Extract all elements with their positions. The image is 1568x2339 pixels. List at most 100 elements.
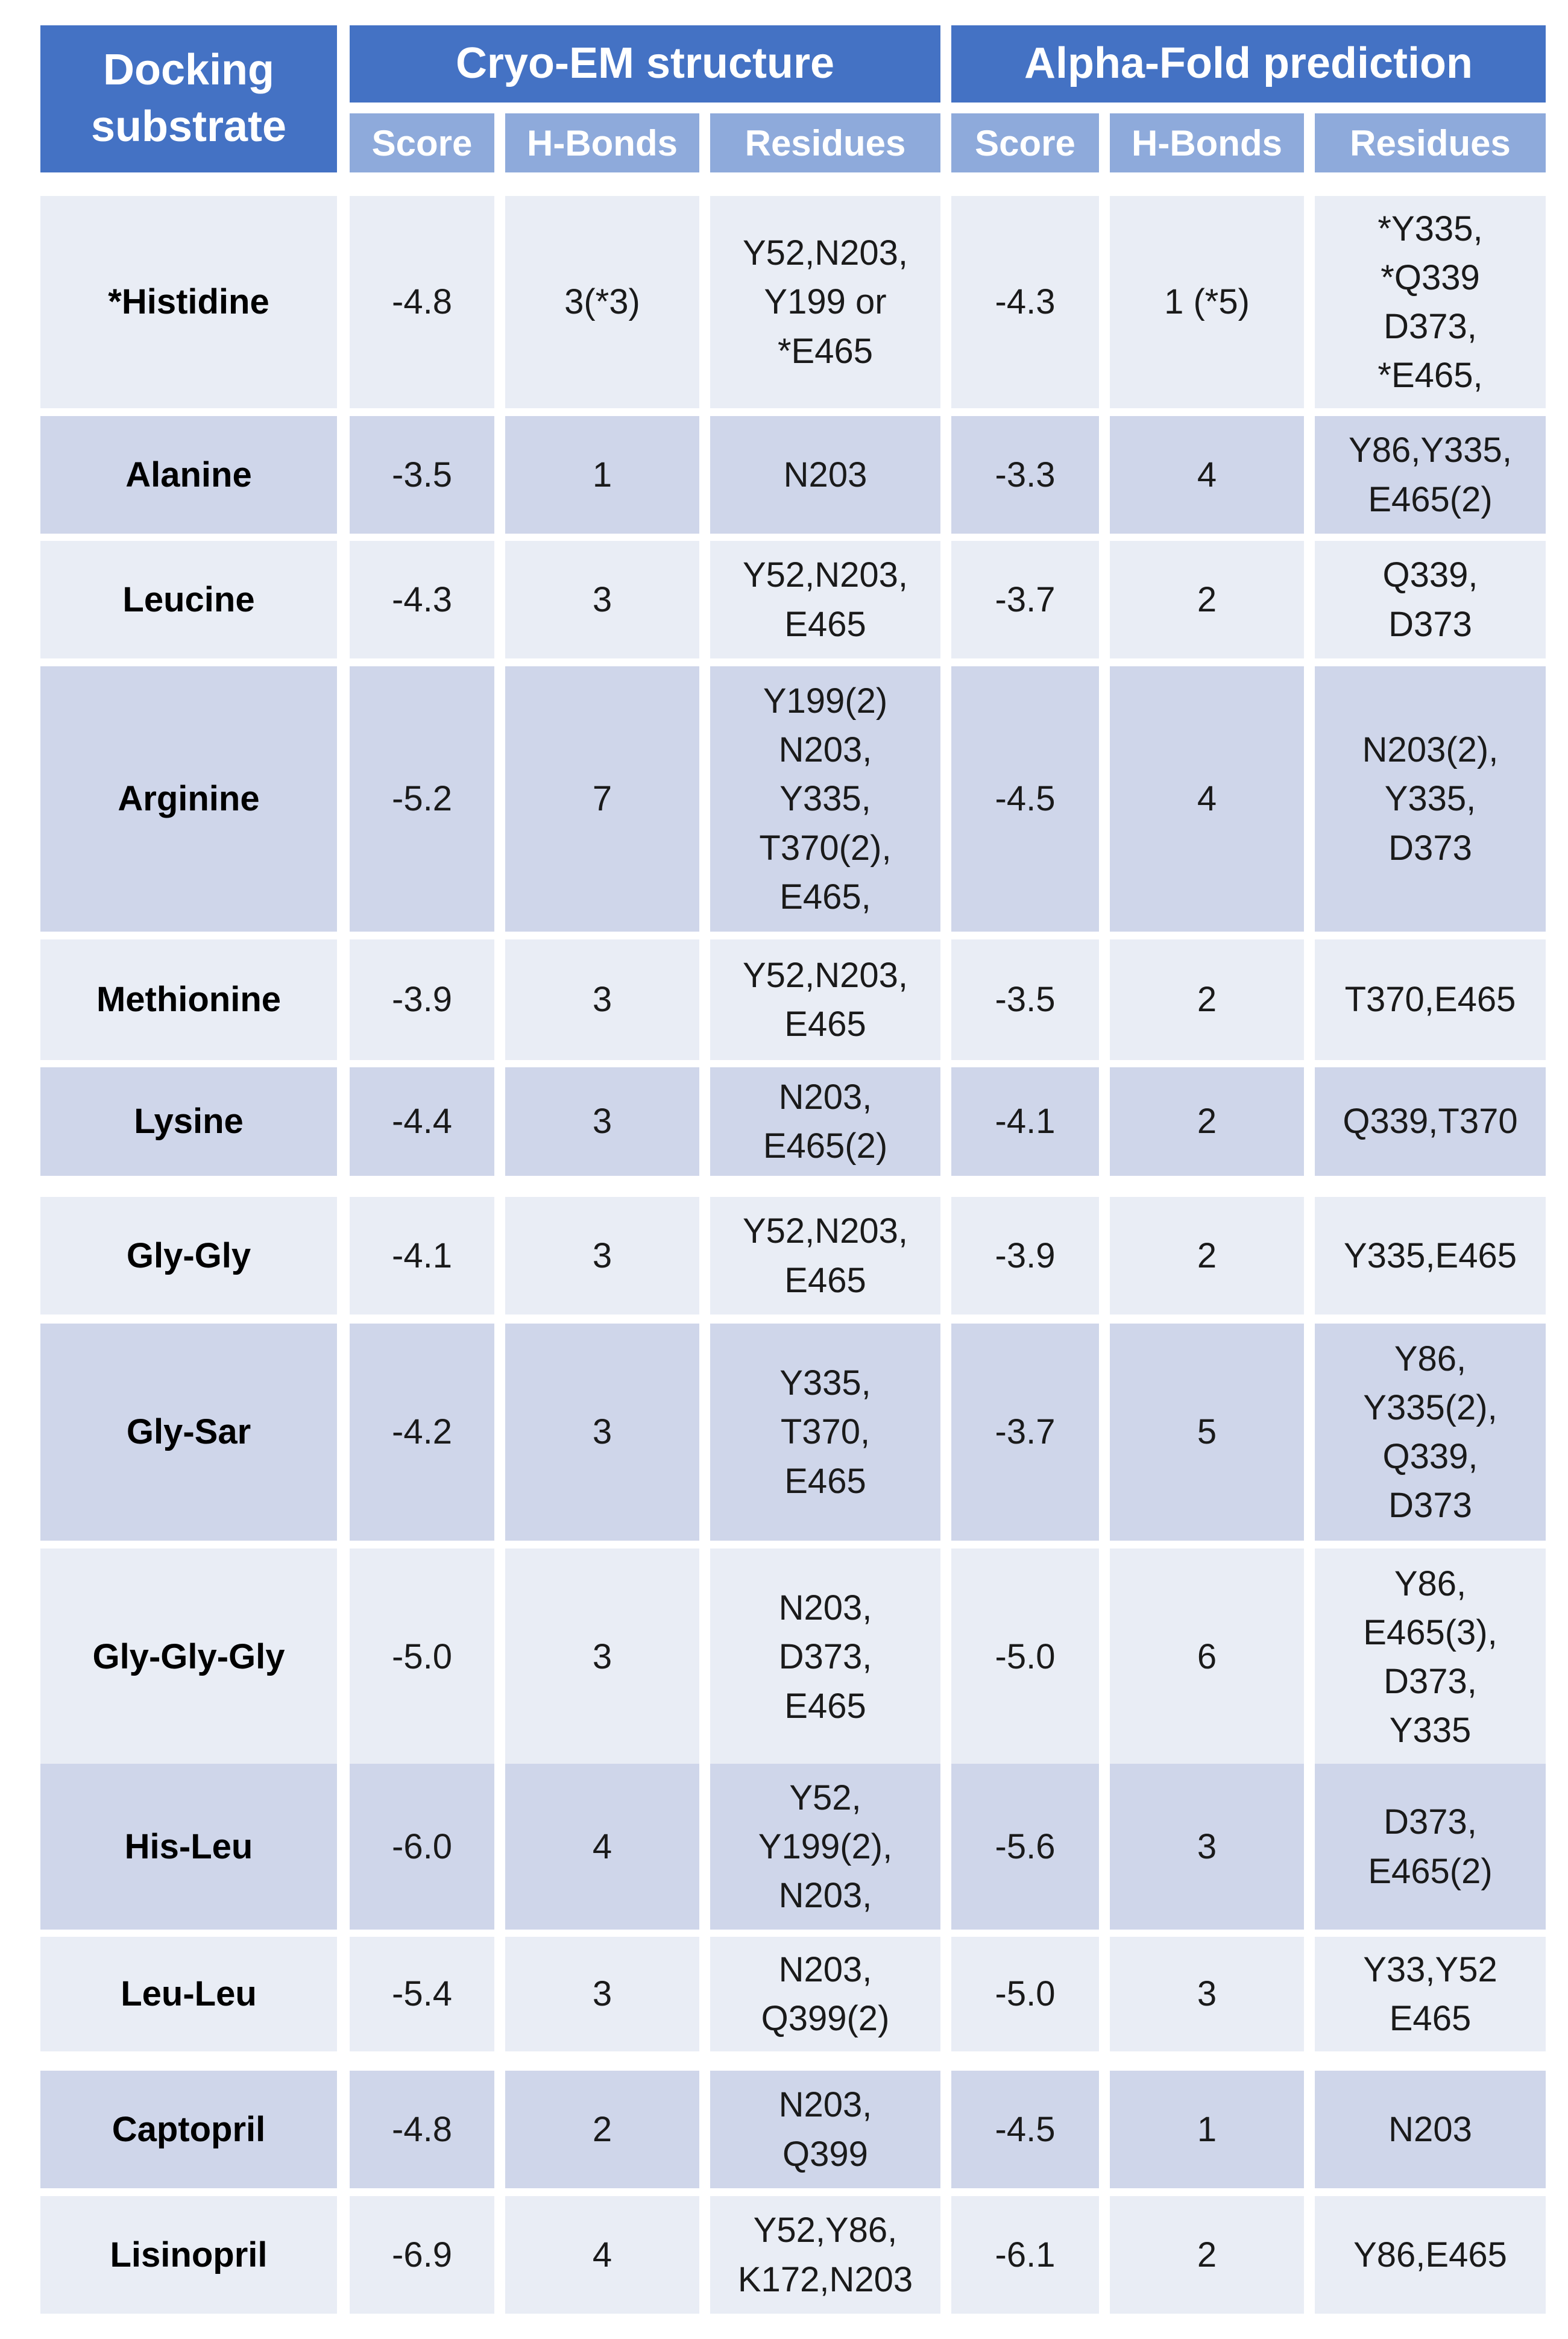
cell-af-hbonds: 2: [1110, 2196, 1304, 2314]
subheader-af-residues: Residues: [1315, 113, 1546, 172]
subheader-em-residues: Residues: [710, 113, 940, 172]
cell-em-res: N203, Q399: [710, 2071, 940, 2188]
cell-em-hbonds: 3: [505, 1548, 699, 1766]
cell-af-hbonds: 4: [1110, 416, 1304, 534]
cell-em-hbonds: 3: [505, 541, 699, 658]
cell-af-score: -3.9: [951, 1197, 1099, 1315]
cell-em-score: -6.9: [350, 2196, 494, 2314]
cell-em-score: -4.1: [350, 1197, 494, 1315]
subheader-em-score: Score: [350, 113, 494, 172]
cell-af-res: N203(2), Y335, D373: [1315, 666, 1546, 932]
cell-af-res: Y335,E465: [1315, 1197, 1546, 1315]
cell-name: Gly-Gly-Gly: [40, 1548, 337, 1766]
cell-af-score: -4.5: [951, 666, 1099, 932]
cell-em-hbonds: 3: [505, 1197, 699, 1315]
subheader-af-score: Score: [951, 113, 1099, 172]
cell-em-score: -4.2: [350, 1324, 494, 1541]
subheader-em-hbonds: H-Bonds: [505, 113, 699, 172]
subheader-af-hbonds: H-Bonds: [1110, 113, 1304, 172]
cell-name: *Histidine: [40, 196, 337, 408]
cell-af-hbonds: 2: [1110, 1067, 1304, 1176]
cell-em-hbonds: 7: [505, 666, 699, 932]
cell-em-hbonds: 3: [505, 1067, 699, 1176]
cell-af-hbonds: 2: [1110, 939, 1304, 1060]
cell-af-score: -6.1: [951, 2196, 1099, 2314]
cell-em-hbonds: 4: [505, 1764, 699, 1930]
cell-af-hbonds: 3: [1110, 1764, 1304, 1930]
cell-af-score: -4.1: [951, 1067, 1099, 1176]
cell-af-score: -4.5: [951, 2071, 1099, 2188]
cell-name: Gly-Sar: [40, 1324, 337, 1541]
cell-af-res: *Y335, *Q339 D373, *E465,: [1315, 196, 1546, 408]
cell-em-hbonds: 3: [505, 1937, 699, 2051]
cell-af-res: D373, E465(2): [1315, 1764, 1546, 1930]
cell-em-res: Y52,N203, E465: [710, 939, 940, 1060]
cell-em-hbonds: 3: [505, 939, 699, 1060]
cell-em-score: -4.3: [350, 541, 494, 658]
cell-em-res: N203, Q399(2): [710, 1937, 940, 2051]
cell-name: Methionine: [40, 939, 337, 1060]
cell-em-score: -6.0: [350, 1764, 494, 1930]
header-alpha-fold: Alpha-Fold prediction: [951, 25, 1546, 103]
cell-af-hbonds: 6: [1110, 1548, 1304, 1766]
cell-em-score: -5.0: [350, 1548, 494, 1766]
cell-af-score: -3.7: [951, 1324, 1099, 1541]
cell-em-hbonds: 3(*3): [505, 196, 699, 408]
cell-name: Lisinopril: [40, 2196, 337, 2314]
cell-af-hbonds: 2: [1110, 541, 1304, 658]
cell-name: Arginine: [40, 666, 337, 932]
cell-af-hbonds: 1 (*5): [1110, 196, 1304, 408]
cell-name: His-Leu: [40, 1764, 337, 1930]
cell-em-score: -4.8: [350, 2071, 494, 2188]
cell-em-score: -4.4: [350, 1067, 494, 1176]
cell-em-score: -5.2: [350, 666, 494, 932]
cell-af-res: Q339, D373: [1315, 541, 1546, 658]
cell-em-res: Y52,N203, Y199 or *E465: [710, 196, 940, 408]
cell-em-hbonds: 4: [505, 2196, 699, 2314]
cell-af-score: -3.5: [951, 939, 1099, 1060]
cell-af-score: -5.0: [951, 1937, 1099, 2051]
cell-em-res: N203, E465(2): [710, 1067, 940, 1176]
cell-af-score: -3.7: [951, 541, 1099, 658]
cell-af-res: Y86,Y335, E465(2): [1315, 416, 1546, 534]
cell-af-hbonds: 1: [1110, 2071, 1304, 2188]
cell-em-score: -5.4: [350, 1937, 494, 2051]
cell-af-res: Y86, Y335(2), Q339, D373: [1315, 1324, 1546, 1541]
cell-name: Gly-Gly: [40, 1197, 337, 1315]
cell-em-res: Y199(2) N203, Y335, T370(2), E465,: [710, 666, 940, 932]
cell-af-hbonds: 4: [1110, 666, 1304, 932]
cell-name: Leucine: [40, 541, 337, 658]
cell-af-res: Y33,Y52 E465: [1315, 1937, 1546, 2051]
cell-af-hbonds: 5: [1110, 1324, 1304, 1541]
cell-af-score: -4.3: [951, 196, 1099, 408]
cell-af-res: N203: [1315, 2071, 1546, 2188]
cell-af-score: -3.3: [951, 416, 1099, 534]
cell-name: Leu-Leu: [40, 1937, 337, 2051]
cell-af-res: Q339,T370: [1315, 1067, 1546, 1176]
cell-em-hbonds: 1: [505, 416, 699, 534]
cell-name: Lysine: [40, 1067, 337, 1176]
cell-em-score: -3.5: [350, 416, 494, 534]
cell-af-hbonds: 2: [1110, 1197, 1304, 1315]
cell-name: Alanine: [40, 416, 337, 534]
header-cryo-em: Cryo-EM structure: [350, 25, 940, 103]
cell-af-res: Y86,E465: [1315, 2196, 1546, 2314]
cell-em-hbonds: 3: [505, 1324, 699, 1541]
cell-af-hbonds: 3: [1110, 1937, 1304, 2051]
cell-name: Captopril: [40, 2071, 337, 2188]
cell-em-res: Y335, T370, E465: [710, 1324, 940, 1541]
header-docking-substrate: Docking substrate: [40, 25, 337, 172]
cell-em-score: -4.8: [350, 196, 494, 408]
cell-af-res: Y86, E465(3), D373, Y335: [1315, 1548, 1546, 1766]
cell-em-res: Y52, Y199(2), N203,: [710, 1764, 940, 1930]
cell-em-score: -3.9: [350, 939, 494, 1060]
cell-em-res: Y52,N203, E465: [710, 541, 940, 658]
cell-af-score: -5.0: [951, 1548, 1099, 1766]
cell-em-res: Y52,Y86, K172,N203: [710, 2196, 940, 2314]
cell-af-res: T370,E465: [1315, 939, 1546, 1060]
cell-af-score: -5.6: [951, 1764, 1099, 1930]
cell-em-res: N203, D373, E465: [710, 1548, 940, 1766]
cell-em-res: N203: [710, 416, 940, 534]
cell-em-hbonds: 2: [505, 2071, 699, 2188]
cell-em-res: Y52,N203, E465: [710, 1197, 940, 1315]
